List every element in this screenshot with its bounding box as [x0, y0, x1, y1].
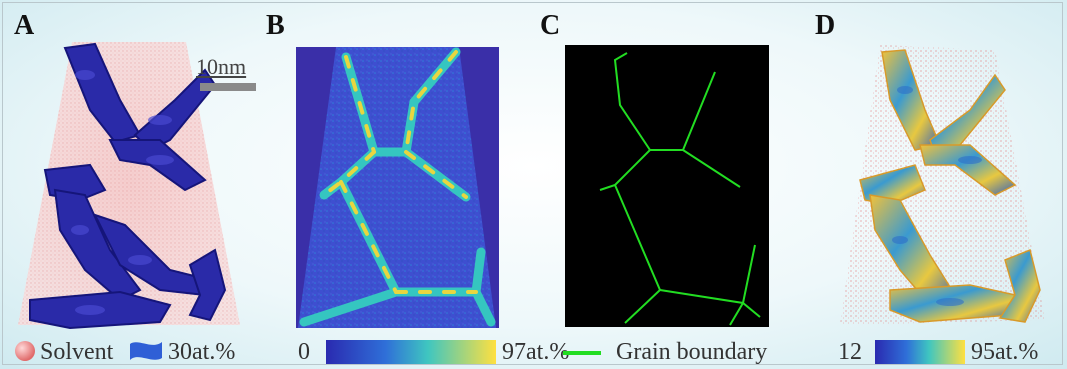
grain-boundary-legend-label: Grain boundary — [616, 339, 768, 365]
colorbar-d-min: 12 — [838, 339, 862, 365]
colorbar-b — [326, 340, 496, 364]
grain-boundary-legend-line — [563, 351, 601, 355]
legend-isosurface-label: 30at.% — [168, 339, 236, 365]
boundary-network-b — [299, 47, 496, 327]
panel-b-concentration-map — [296, 47, 499, 328]
panel-letter-b: B — [266, 10, 285, 41]
scale-bar-label: 10nm — [196, 54, 247, 79]
panel-letter-c: C — [540, 10, 561, 41]
colorbar-d-max: 95at.% — [971, 339, 1039, 365]
colorbar-b-max: 97at.% — [502, 339, 570, 365]
colored-boundaries — [859, 49, 1041, 323]
solvent-marker-icon — [15, 341, 35, 361]
grain-boundary-lines — [599, 52, 761, 326]
panel-letter-a: A — [14, 10, 35, 41]
panel-letter-d: D — [815, 10, 836, 41]
colorbar-d — [875, 340, 965, 364]
figure-frame — [2, 2, 1063, 365]
panel-d-colored-isosurface — [840, 45, 1045, 325]
panel-a-reconstruction — [18, 42, 240, 330]
legend-solvent-label: Solvent — [40, 339, 114, 365]
isosurface-marker-icon — [130, 342, 162, 360]
scale-bar — [200, 83, 256, 91]
panel-c-grain-boundary-skeleton — [565, 45, 769, 327]
colorbar-b-min: 0 — [298, 339, 310, 365]
